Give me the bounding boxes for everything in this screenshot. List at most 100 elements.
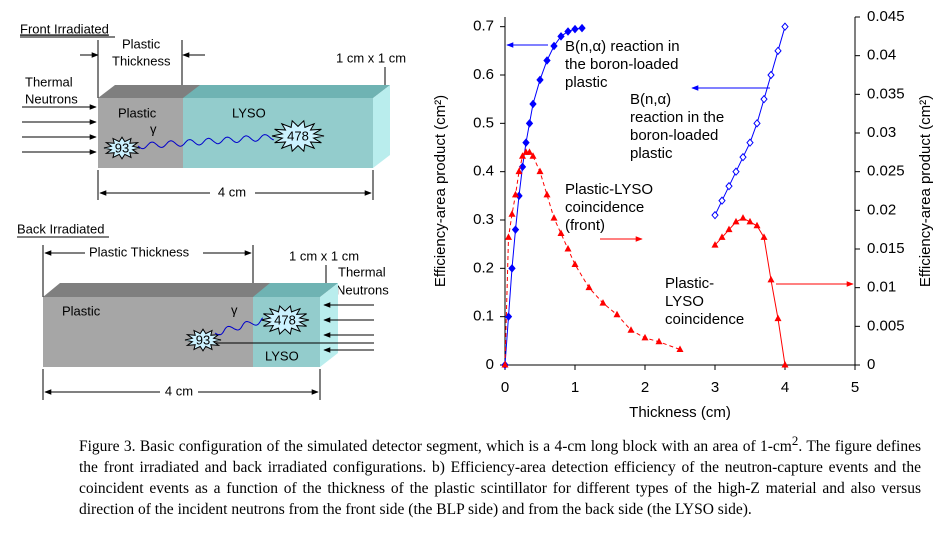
y-tick-label: 0.3 — [473, 211, 494, 228]
data-point — [774, 46, 782, 56]
y2-tick-label: 0 — [867, 356, 875, 373]
data-point — [739, 214, 747, 221]
data-point — [557, 32, 565, 41]
y2-tick-label: 0.035 — [867, 85, 905, 102]
data-point — [529, 99, 537, 109]
data-point — [564, 27, 572, 36]
plastic-label: Plastic — [62, 303, 101, 318]
data-point — [760, 233, 768, 240]
chart: 0 0.1 0.2 0.3 0.4 0.5 0.6 0.7 0 0.005 0.01 0.015 0.0… — [432, 8, 934, 421]
annotation: plastic — [565, 74, 608, 91]
y2-tick-label: 0.04 — [867, 47, 896, 64]
y-tick-label: 0.5 — [473, 114, 494, 131]
y-tick-label: 0.1 — [473, 308, 494, 325]
y-tick-label: 0 — [486, 356, 494, 373]
plastic-block — [43, 297, 253, 367]
data-point — [732, 217, 740, 225]
data-point — [718, 196, 726, 205]
x-tick-label: 4 — [781, 379, 789, 396]
block-top — [253, 283, 338, 297]
data-point — [585, 283, 593, 291]
gamma-path — [214, 317, 264, 336]
length-label: 4 cm — [218, 184, 246, 199]
data-point — [526, 148, 533, 155]
gamma-label: γ — [231, 302, 238, 317]
front-diagram: Front Irradiated Plastic Thickness 1 cm … — [20, 21, 406, 200]
data-point — [512, 190, 519, 198]
data-point — [767, 70, 775, 80]
y-tick-label: 0.2 — [473, 259, 494, 276]
data-point — [599, 299, 607, 306]
lyso-block — [183, 98, 373, 168]
annotation: B(n,α) — [630, 91, 671, 108]
diagram-title: Front Irradiated — [20, 21, 109, 36]
data-point — [732, 167, 740, 176]
series-line — [714, 217, 786, 366]
neutrons-label: Neutrons — [336, 282, 389, 297]
caption-text: . The figure defines the front irradiate… — [79, 438, 921, 519]
data-point — [543, 56, 551, 65]
data-point — [519, 152, 526, 159]
data-point — [511, 225, 520, 234]
caption: Figure 3. Basic configuration of the sim… — [79, 430, 921, 520]
size-label: 1 cm x 1 cm — [336, 50, 406, 65]
x-tick-label: 3 — [711, 379, 719, 396]
y2-axis-label: Efficiency-area product (cm²) — [917, 95, 934, 287]
block-side — [373, 85, 390, 168]
x-axis-label: Thickness (cm) — [629, 404, 731, 421]
annotation: plastic — [630, 145, 673, 162]
data-point — [655, 337, 663, 345]
data-point — [746, 138, 754, 147]
plastic-label: Plastic — [118, 105, 157, 120]
data-point — [525, 119, 534, 128]
y2-tick-label: 0.025 — [867, 163, 905, 180]
energy-burst — [271, 119, 325, 153]
data-point — [578, 23, 586, 33]
annotation: Plastic- — [665, 275, 714, 292]
data-point — [508, 264, 516, 273]
data-point — [718, 233, 726, 240]
back-diagram: Back Irradiated Plastic Thickness 1 cm x… — [17, 221, 389, 400]
y2-tick-label: 0.03 — [867, 124, 896, 141]
thickness-label: Thickness — [112, 53, 171, 68]
data-point — [550, 41, 558, 51]
data-point — [571, 24, 579, 34]
data-point — [774, 314, 782, 322]
x-tick-label: 5 — [851, 379, 859, 396]
capture-burst — [103, 136, 141, 160]
block-top — [183, 85, 390, 98]
data-point — [557, 229, 565, 237]
y-axis-label: Efficiency-area product (cm²) — [432, 95, 449, 287]
data-point — [515, 167, 523, 175]
x-tick-label: 1 — [571, 379, 579, 396]
diagram-title: Back Irradiated — [17, 221, 104, 236]
y2-tick-label: 0.01 — [867, 279, 896, 296]
gamma-path — [137, 134, 275, 150]
length-label: 4 cm — [165, 383, 193, 398]
energy-high: 478 — [287, 128, 309, 143]
y2-tick-label: 0.005 — [867, 317, 905, 334]
energy-low: 93 — [196, 332, 210, 347]
data-point — [522, 138, 530, 147]
data-point — [571, 260, 579, 267]
lyso-block — [253, 297, 320, 367]
figure: Front Irradiated Plastic Thickness 1 cm … — [17, 8, 934, 421]
data-point — [767, 275, 775, 283]
neutrons-label: Neutrons — [25, 91, 78, 106]
data-point — [508, 210, 516, 217]
block-side — [320, 283, 338, 367]
data-point — [536, 75, 544, 85]
energy-high: 478 — [274, 312, 296, 327]
data-point — [627, 326, 635, 333]
data-point — [543, 190, 551, 198]
data-point — [711, 210, 719, 220]
data-point — [739, 152, 747, 162]
y2-tick-label: 0.015 — [867, 240, 905, 257]
annotation: B(n,α) reaction in — [565, 38, 680, 55]
data-point — [529, 152, 537, 159]
neutrons-label: Thermal — [25, 74, 73, 89]
annotation: coincidence — [665, 311, 744, 328]
series-line — [504, 27, 583, 366]
caption-text: Figure 3. Basic configuration of the sim… — [79, 438, 792, 456]
